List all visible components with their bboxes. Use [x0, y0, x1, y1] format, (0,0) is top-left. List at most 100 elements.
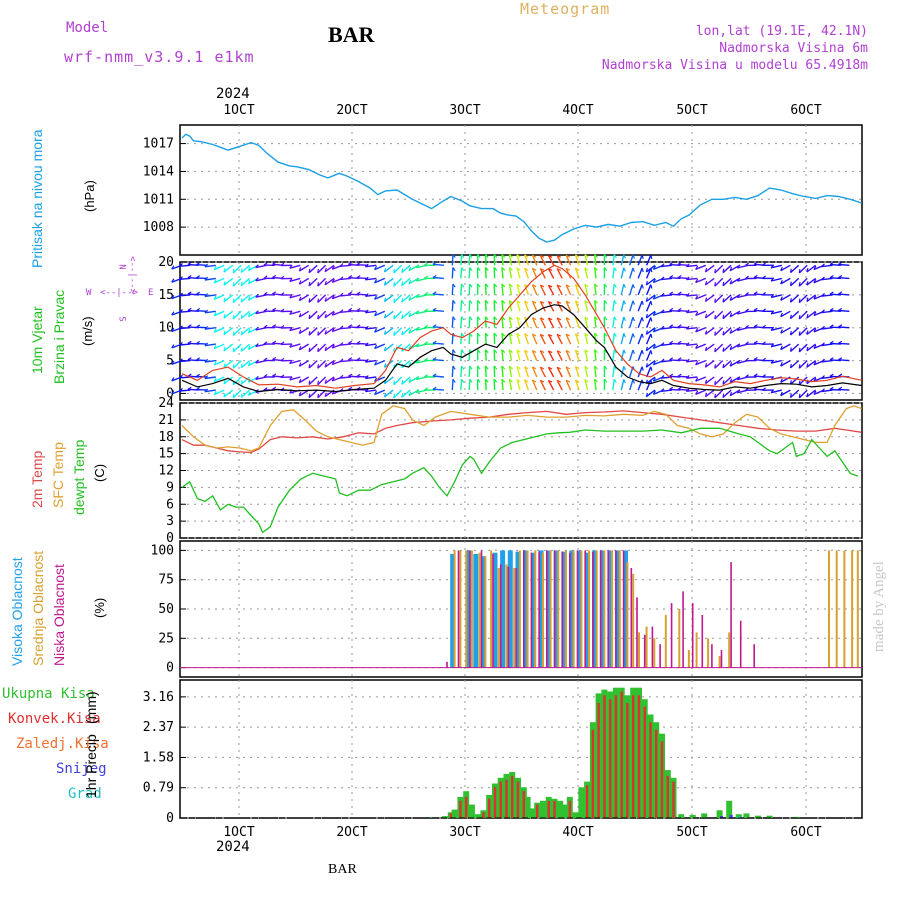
- wind-arrow: [179, 277, 191, 280]
- wind-arrow: [821, 310, 833, 314]
- wind-arrow: [620, 379, 625, 391]
- wind-arrowhead: [745, 262, 749, 266]
- wind-arrowhead: [798, 315, 801, 320]
- wind-arrowhead: [232, 269, 235, 274]
- wind-arrow: [324, 343, 335, 352]
- wind-arrow: [232, 376, 242, 386]
- wind-arrowhead: [722, 380, 725, 385]
- high-cloud-bar: [473, 553, 479, 668]
- y-tick-label: 3.16: [143, 690, 174, 705]
- conv-precip-bar: [585, 785, 589, 818]
- wind-arrow: [324, 327, 335, 335]
- wind-arrowhead: [722, 393, 725, 398]
- wind-arrowhead: [508, 316, 513, 321]
- wind-arrowhead: [171, 390, 175, 395]
- mid-cloud-bar: [828, 550, 830, 668]
- wind-arrowhead: [645, 363, 648, 368]
- conv-precip-bar: [660, 741, 664, 818]
- wind-arrowhead: [393, 347, 395, 352]
- wind-arrow: [516, 267, 521, 279]
- compass-west: W: [86, 288, 92, 298]
- wind-arrow: [324, 294, 335, 302]
- wind-arrow: [556, 333, 563, 345]
- wind-arrowhead: [501, 267, 506, 271]
- x-tick-label-bottom: 1OCT: [223, 825, 254, 840]
- wind-arrow: [298, 389, 310, 397]
- y-tick-label: 1014: [143, 164, 174, 179]
- panel-frame: [179, 261, 863, 401]
- wind-arrowhead: [677, 261, 682, 266]
- wind-arrow: [524, 349, 530, 361]
- wind-arrow: [620, 300, 625, 312]
- wind-arrowhead: [415, 326, 420, 331]
- wind-arrow: [196, 326, 208, 329]
- wind-arrowhead: [452, 253, 456, 258]
- wind-arrow: [484, 379, 487, 391]
- wind-arrowhead: [789, 268, 792, 273]
- wind-arrowhead: [331, 311, 335, 316]
- wind-arrow: [401, 264, 411, 274]
- wind-arrow: [612, 300, 615, 312]
- lonlat-label: lon,lat (19.1E, 42.1N): [695, 24, 868, 39]
- wind-arrowhead: [272, 307, 277, 311]
- wind-arrowhead: [540, 379, 545, 383]
- y-tick-label: 0: [166, 811, 174, 826]
- wind-arrow: [620, 349, 625, 361]
- y-tick-label: 9: [166, 480, 174, 495]
- wind-arrow: [289, 277, 301, 283]
- panel-frame: [179, 540, 863, 678]
- wind-arrowhead: [632, 267, 635, 272]
- wind-arrow: [790, 360, 800, 369]
- wind-arrowhead: [652, 360, 656, 366]
- wind-arrowhead: [374, 390, 378, 395]
- wind-arrowhead: [770, 326, 775, 331]
- wind-arrow: [594, 300, 597, 312]
- wind-arrow: [339, 359, 352, 363]
- low-cloud-bar: [599, 550, 602, 668]
- wind-arrowhead: [317, 314, 319, 320]
- wind-arrowhead: [374, 344, 378, 349]
- wind-arrow: [806, 376, 817, 385]
- wind-arrowhead: [393, 380, 395, 385]
- wind-arrowhead: [548, 255, 553, 258]
- wind-arrowhead: [240, 393, 243, 398]
- mid-cloud-bar: [470, 550, 473, 668]
- wind-arrow: [223, 360, 234, 368]
- wind-arrowhead: [308, 363, 311, 369]
- wind-arrowhead: [762, 275, 766, 279]
- wind-arrowhead: [798, 282, 801, 287]
- wind-arrowhead: [223, 330, 226, 335]
- legend-snow: Snijeg: [56, 761, 107, 777]
- wind-arrow: [289, 359, 301, 365]
- wind-arrowhead: [179, 374, 183, 379]
- wind-arrowhead: [308, 281, 311, 287]
- wind-arrowhead: [339, 325, 344, 330]
- wind-arrowhead: [247, 312, 251, 317]
- wind-arrowhead: [652, 344, 656, 349]
- wind-arrow: [374, 327, 386, 333]
- wind-arrowhead: [374, 265, 378, 270]
- wind-arrowhead: [669, 373, 674, 377]
- mid-cloud-bar: [465, 550, 468, 668]
- high-cloud-bar: [561, 551, 567, 668]
- x-tick-label-bottom: 2OCT: [336, 825, 367, 840]
- high-cloud-bar: [553, 550, 559, 668]
- total-precip-bar: [726, 800, 733, 819]
- wind-arrow: [374, 359, 386, 366]
- wind-arrow: [790, 376, 800, 385]
- conv-precip-bar: [522, 791, 525, 818]
- wind-arrowhead: [348, 291, 353, 295]
- wind-arrowhead: [461, 378, 465, 383]
- wind-arrow: [574, 300, 580, 312]
- wind-arrowhead: [493, 283, 498, 288]
- model-label: Model: [66, 20, 109, 36]
- wind-arrowhead: [736, 343, 741, 348]
- wind-arrow: [612, 316, 615, 328]
- wind-arrowhead: [669, 291, 674, 295]
- wind-arrowhead: [324, 363, 327, 368]
- wind-arrowhead: [501, 299, 506, 304]
- wind-arrowhead: [623, 254, 626, 259]
- wind-arrow: [574, 267, 580, 279]
- wind-arrow: [722, 294, 732, 303]
- wind-arrow: [629, 300, 634, 312]
